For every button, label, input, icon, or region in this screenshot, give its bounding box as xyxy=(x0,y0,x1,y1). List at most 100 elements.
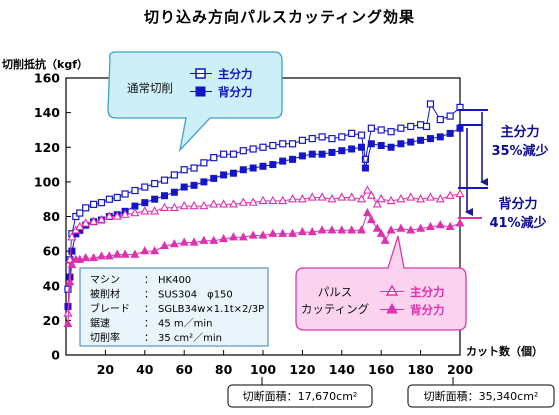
x-tick-label: 200 xyxy=(447,362,473,377)
back-force-filled-triangle-icon xyxy=(386,302,398,314)
data-point-back-force-pulse xyxy=(238,232,248,241)
data-point-main-force-pulse xyxy=(112,211,122,220)
data-point-back-force-normal xyxy=(210,174,218,182)
condition-key: 鋸速 xyxy=(90,317,110,330)
y-tick-label: 140 xyxy=(34,105,60,120)
data-point-main-force-pulse xyxy=(425,192,435,201)
data-point-back-force-pulse xyxy=(307,227,317,236)
data-point-back-force-normal xyxy=(161,192,168,200)
data-point-main-force-pulse xyxy=(219,199,229,208)
data-point-back-force-pulse xyxy=(209,235,219,244)
main-reduction-label: 主分力 xyxy=(500,124,539,140)
data-point-back-force-normal xyxy=(377,142,385,150)
data-point-back-force-normal xyxy=(387,143,395,151)
data-point-back-force-pulse xyxy=(140,246,150,255)
conditions-box-frame xyxy=(79,267,269,347)
data-point-main-force-normal xyxy=(249,145,257,153)
data-point-back-force-normal xyxy=(338,147,346,155)
y-tick-label: 120 xyxy=(34,140,60,155)
data-point-main-force-normal xyxy=(121,190,129,198)
data-point-main-force-pulse xyxy=(159,202,170,211)
data-point-back-force-normal xyxy=(279,157,287,165)
data-point-main-force-pulse xyxy=(406,192,416,201)
data-point-back-force-normal xyxy=(407,138,415,146)
data-point-main-force-normal xyxy=(180,166,188,174)
cut-area-200-box xyxy=(407,384,555,408)
data-point-main-force-normal xyxy=(200,159,208,167)
y-tick-label: 60 xyxy=(43,244,61,259)
data-point-main-force-pulse xyxy=(376,194,386,203)
data-point-back-force-pulse xyxy=(380,235,390,244)
y-tick-label: 20 xyxy=(43,313,61,328)
data-point-main-force-pulse xyxy=(347,192,357,201)
data-point-back-force-normal xyxy=(426,135,434,143)
data-point-back-force-normal xyxy=(358,143,365,151)
normal-callout-bubble xyxy=(107,51,283,153)
data-point-back-force-pulse xyxy=(199,235,209,244)
back-reduction-label: 背分力 xyxy=(498,196,537,212)
condition-separator: ： xyxy=(144,290,154,301)
data-point-back-force-normal xyxy=(249,164,257,172)
data-point-main-force-pulse xyxy=(455,188,465,198)
cut-area-200-callout: 切断面積：35,340cm² xyxy=(407,377,555,408)
x-tick-label: 40 xyxy=(136,362,154,377)
condition-key: マシン xyxy=(90,275,120,286)
data-point-main-force-pulse xyxy=(435,194,445,203)
data-point-back-force-pulse xyxy=(366,214,376,224)
data-point-main-force-pulse xyxy=(396,194,406,203)
data-point-back-force-pulse xyxy=(268,228,278,237)
data-point-main-force-pulse xyxy=(104,211,114,220)
data-point-main-force-normal xyxy=(328,134,336,143)
data-point-main-force-normal xyxy=(298,136,306,144)
main-reduction-value: 35%減少 xyxy=(491,143,548,159)
data-point-back-force-normal xyxy=(229,169,237,177)
data-point-main-force-pulse xyxy=(337,192,347,201)
data-point-back-force-pulse xyxy=(327,225,337,234)
data-point-back-force-pulse xyxy=(455,218,465,227)
data-point-main-force-pulse xyxy=(288,194,298,203)
data-point-back-force-pulse xyxy=(65,277,75,286)
data-point-main-force-normal xyxy=(64,285,72,293)
x-tick-label: 180 xyxy=(408,362,434,377)
x-tick-label: 20 xyxy=(97,362,115,377)
data-point-main-force-pulse xyxy=(189,200,199,210)
normal-cutting-legend: 通常切削 主分力 背分力 xyxy=(107,51,283,153)
normal-legend-back: 背分力 xyxy=(218,85,253,99)
data-point-back-force-normal xyxy=(318,150,326,158)
y-axis-label: 切削抵抗（kgf） xyxy=(2,58,88,71)
data-point-main-force-normal xyxy=(76,209,84,217)
axis-ticks: 0 20 40 60 80 100 120 140 160 20 40 60 80 100 120 140 16… xyxy=(34,71,473,378)
cut-area-100-callout: 切断面積：17,670cm² xyxy=(227,377,373,408)
pulse-callout-bubble xyxy=(295,235,467,331)
data-point-back-force-pulse xyxy=(347,225,357,234)
condition-separator: ： xyxy=(144,304,154,315)
y-tick-label: 0 xyxy=(51,348,60,363)
data-point-main-force-pulse xyxy=(209,199,219,208)
data-point-main-force-pulse xyxy=(268,195,278,205)
data-point-back-force-normal xyxy=(456,124,464,132)
normal-legend-main: 主分力 xyxy=(218,67,253,81)
data-point-main-force-pulse xyxy=(258,195,268,205)
data-point-back-force-normal xyxy=(141,199,149,207)
pulse-legend-title-1: パルス xyxy=(318,285,353,299)
data-point-main-force-normal xyxy=(377,126,385,134)
data-point-back-force-normal xyxy=(361,164,369,172)
pulse-legend-main: 主分力 xyxy=(410,285,445,299)
data-point-main-force-normal xyxy=(105,195,113,203)
main-force-open-triangle-icon xyxy=(385,284,399,296)
x-tick-label: 80 xyxy=(215,362,233,377)
data-point-main-force-normal xyxy=(318,133,326,141)
data-point-main-force-pulse xyxy=(238,197,248,206)
condition-value: 35 cm²／min xyxy=(158,332,222,344)
data-point-back-force-pulse xyxy=(396,223,406,232)
back-reduction-value: 41%減少 xyxy=(489,215,546,231)
data-point-back-force-pulse xyxy=(435,220,445,229)
x-tick-label: 120 xyxy=(289,362,315,377)
data-point-main-force-pulse xyxy=(416,194,426,203)
data-point-back-force-pulse xyxy=(89,253,99,262)
condition-value: 45 m／min xyxy=(158,318,213,330)
data-point-main-force-normal xyxy=(239,147,247,155)
data-point-back-force-pulse xyxy=(317,225,327,234)
x-tick-label: 60 xyxy=(175,362,193,377)
data-point-main-force-pulse xyxy=(67,232,77,241)
